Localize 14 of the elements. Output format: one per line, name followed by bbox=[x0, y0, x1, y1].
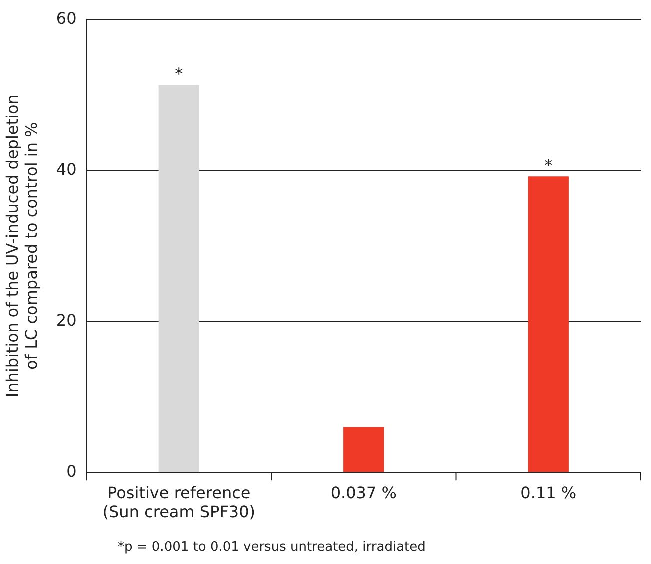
text: *p = 0.001 to 0.01 versus untreated, irradiated bbox=[118, 540, 426, 555]
y-tick-label: 60 bbox=[56, 8, 77, 28]
bar bbox=[528, 176, 569, 472]
y-tick-label: 0 bbox=[66, 462, 77, 481]
x-tick-label: 0.11 % bbox=[520, 483, 577, 502]
bar bbox=[344, 427, 384, 472]
x-tick-label: Positive reference (Sun cream SPF30) bbox=[102, 483, 256, 522]
y-tick-label: 20 bbox=[56, 310, 77, 330]
annotation: * bbox=[544, 156, 553, 175]
annotation: * bbox=[175, 64, 184, 84]
bar bbox=[158, 85, 200, 472]
y-tick-label: 40 bbox=[56, 160, 77, 179]
x-tick-label: 0.037 % bbox=[330, 483, 397, 502]
y-axis-title: Inhibition of the UV-induced depletion of LC compared to control in % bbox=[2, 94, 41, 398]
